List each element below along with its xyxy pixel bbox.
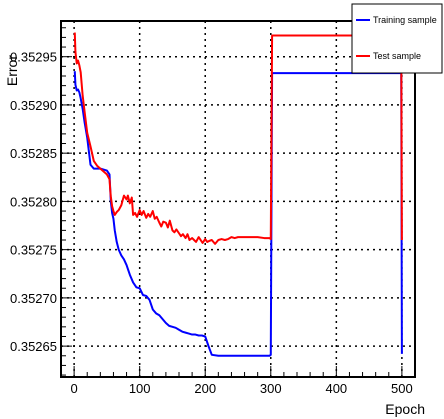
x-tick-label: 400 [325, 381, 347, 396]
series-layer [73, 32, 403, 357]
legend-box [351, 3, 443, 74]
legend-label-training: Training sample [373, 15, 437, 25]
y-tick-label: 0.35275 [10, 243, 57, 258]
y-tick-label: 0.35295 [10, 50, 57, 65]
x-axis-title: Epoch [385, 401, 425, 417]
legend-label-test: Test sample [373, 51, 421, 61]
y-tick-label: 0.35270 [10, 291, 57, 306]
y-tick-label: 0.35285 [10, 146, 57, 161]
plot-frame [60, 20, 416, 378]
y-tick-label: 0.35290 [10, 98, 57, 113]
legend: Training sample Test sample [351, 3, 443, 74]
x-tick-label: 0 [70, 381, 77, 396]
x-tick-label: 300 [260, 381, 282, 396]
y-tick-label: 0.35280 [10, 194, 57, 209]
tick-layer [60, 27, 416, 377]
x-tick-label: 500 [391, 381, 413, 396]
y-axis-title: Error [4, 55, 20, 86]
label-layer: 0 100 200 300 400 500 0.35265 0.35270 0.35275 0.3… [10, 50, 413, 396]
x-tick-label: 100 [129, 381, 151, 396]
training-sample-line [73, 71, 403, 357]
y-tick-label: 0.35265 [10, 339, 57, 354]
x-tick-label: 200 [194, 381, 216, 396]
test-sample-line [73, 32, 403, 245]
